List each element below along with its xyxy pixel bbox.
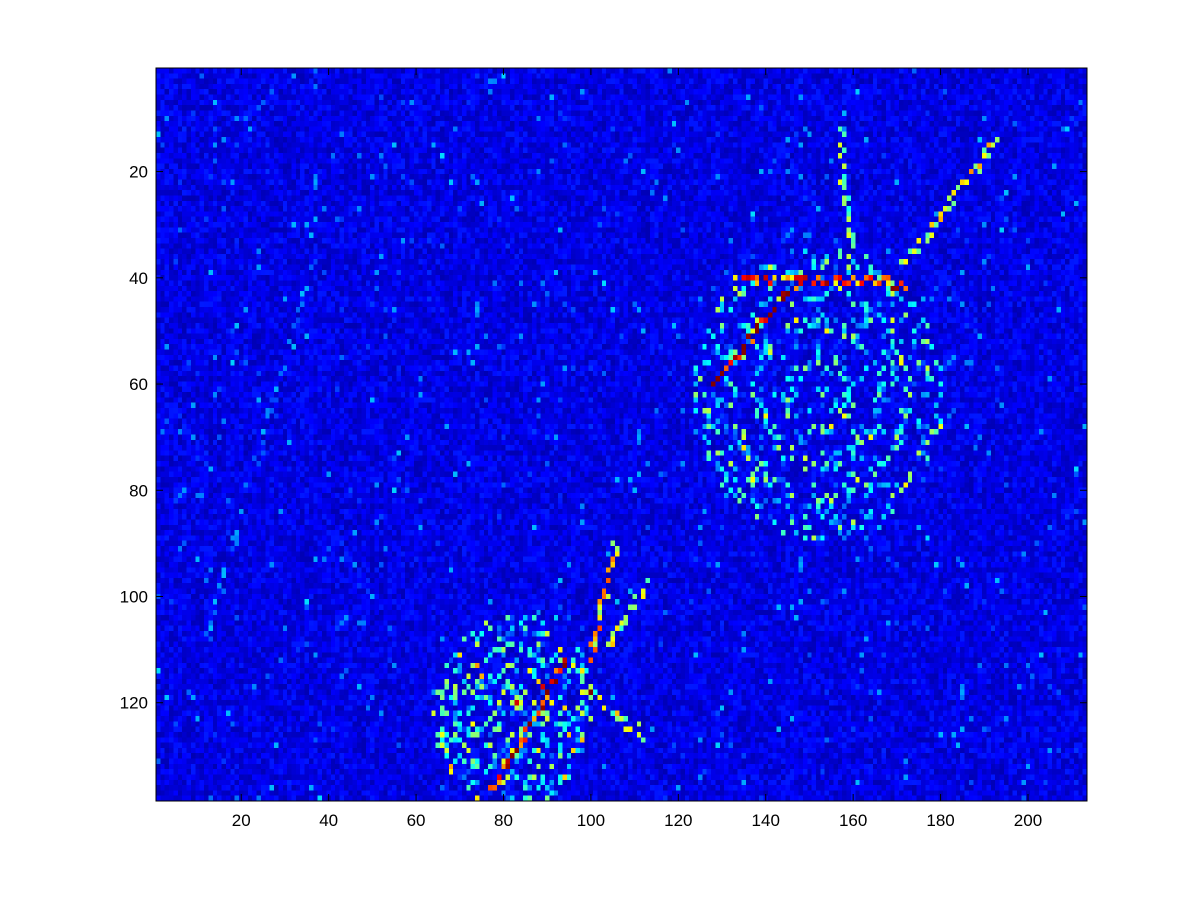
x-axis: 20 40 60 80 100 120 140 160 180 200 <box>232 68 1042 830</box>
x-tick-label: 80 <box>494 811 513 830</box>
x-tick-label: 180 <box>926 811 954 830</box>
y-tick-label: 40 <box>129 269 148 288</box>
y-tick-label: 100 <box>120 588 148 607</box>
y-tick-label: 20 <box>129 163 148 182</box>
x-tick-label: 40 <box>319 811 338 830</box>
plot-area <box>155 67 1088 802</box>
x-tick-label: 140 <box>752 811 780 830</box>
x-tick-label: 120 <box>664 811 692 830</box>
y-axis: 20 40 60 80 100 120 <box>120 163 1087 713</box>
heatmap-image <box>156 68 1087 801</box>
x-tick-label: 20 <box>232 811 251 830</box>
y-tick-label: 80 <box>129 481 148 500</box>
x-tick-label: 200 <box>1014 811 1042 830</box>
x-tick-label: 100 <box>577 811 605 830</box>
axes-box <box>155 67 1088 802</box>
x-tick-label: 160 <box>839 811 867 830</box>
x-tick-label: 60 <box>407 811 426 830</box>
y-tick-label: 60 <box>129 375 148 394</box>
y-tick-label: 120 <box>120 694 148 713</box>
